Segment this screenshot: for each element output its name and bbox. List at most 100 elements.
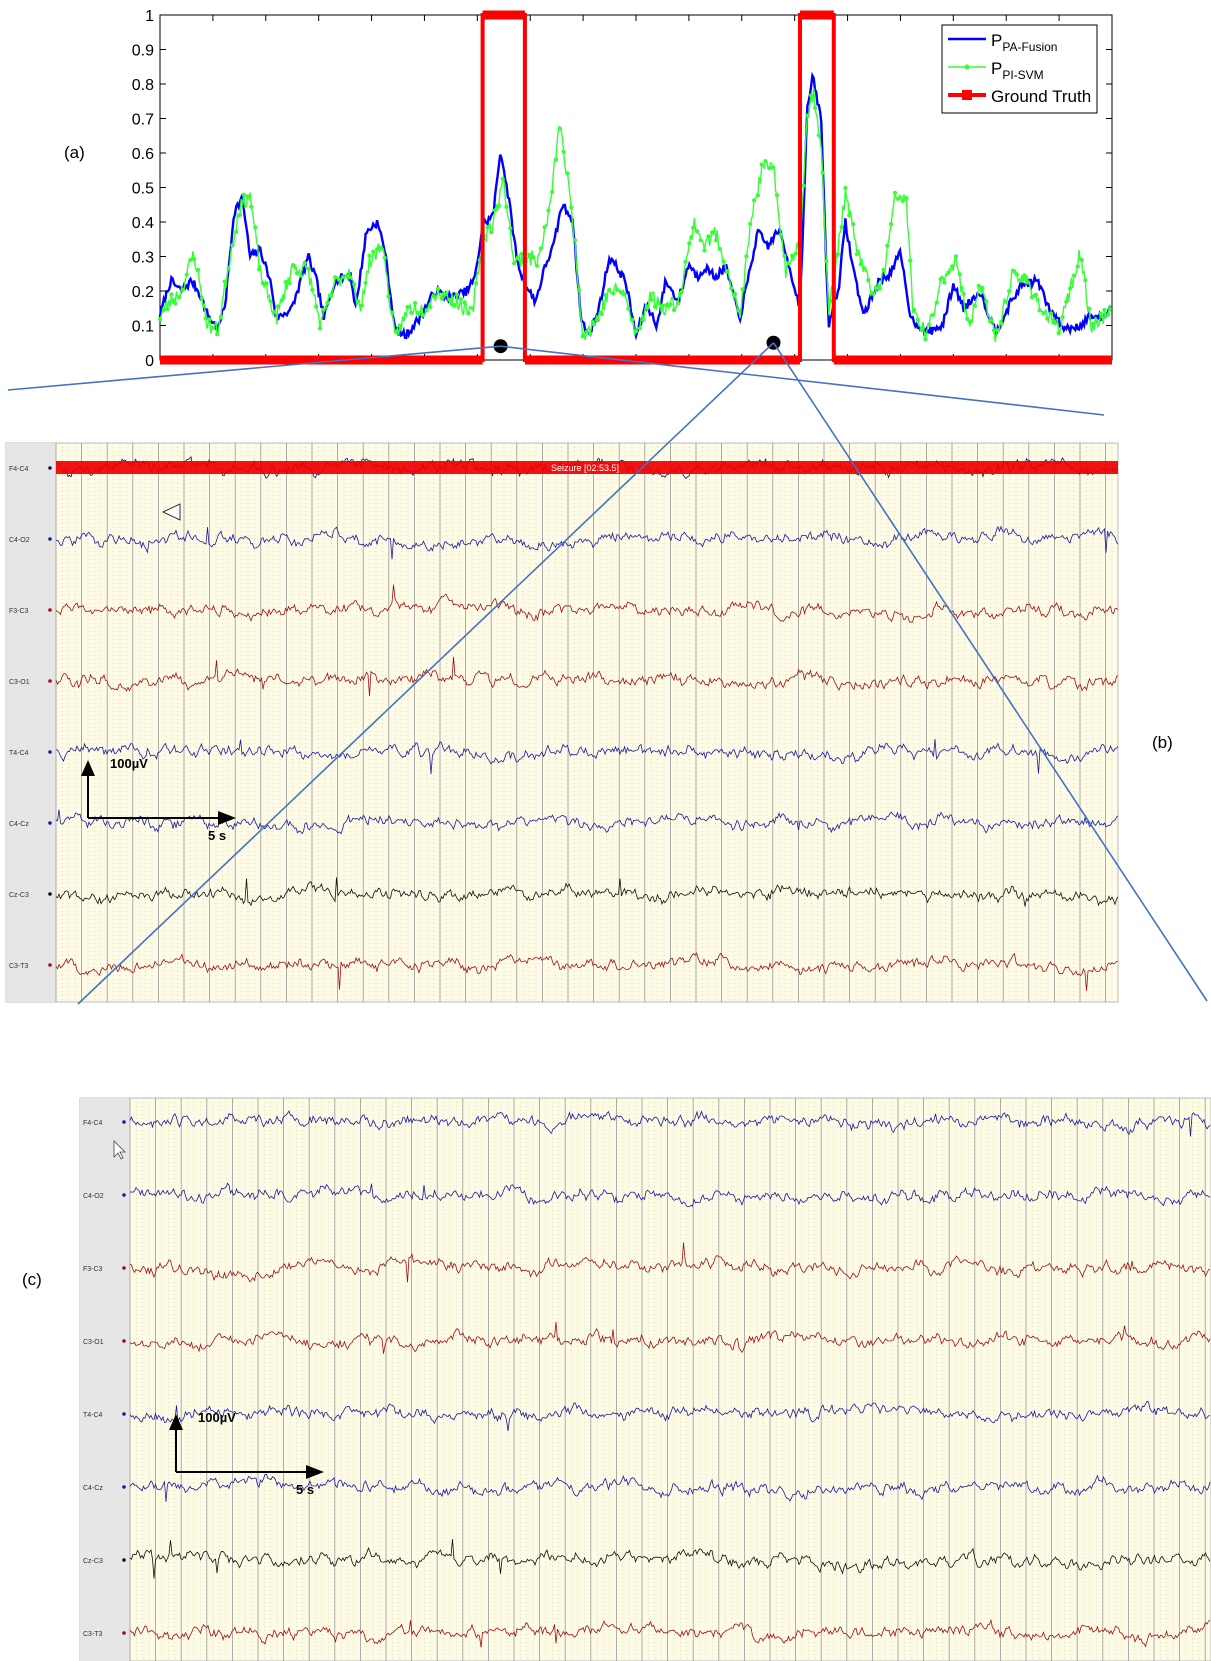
series-point (203, 316, 208, 321)
series-point (637, 326, 642, 331)
series-point (812, 105, 818, 110)
series-point (965, 316, 970, 321)
series-point (588, 331, 593, 336)
series-point (260, 281, 265, 286)
zoom-connector-line (7, 345, 501, 391)
series-point (668, 302, 673, 307)
series-point (173, 301, 178, 306)
series-point (424, 308, 429, 313)
panel-label-c: (c) (22, 1270, 42, 1289)
series-point (702, 248, 707, 253)
seizure-annotation: Seizure [02:53.5] (551, 463, 619, 473)
series-point (386, 294, 391, 299)
series-point (184, 272, 189, 277)
channel-label: C3-T3 (9, 963, 29, 970)
series-point (904, 196, 909, 201)
series-point (805, 113, 810, 118)
series-point (493, 208, 498, 213)
series-point (630, 317, 635, 322)
y-tick-label: 0.2 (132, 284, 154, 301)
series-point (645, 306, 650, 311)
series-point (656, 300, 661, 306)
scale-bar: 100µV 5 s (81, 756, 236, 843)
series-point (972, 303, 978, 308)
series-point (614, 287, 620, 292)
series-point (839, 224, 844, 230)
eeg-trace (55, 656, 1119, 697)
series-point (858, 262, 863, 267)
series-point (1098, 311, 1103, 316)
legend-label: Ground Truth (991, 87, 1091, 106)
series-point (889, 221, 894, 227)
channel-label: C3-T3 (83, 1631, 103, 1638)
series-point (474, 281, 479, 286)
panel-label-b: (b) (1152, 733, 1173, 752)
series-point (1068, 286, 1073, 291)
y-tick-label: 0 (145, 353, 154, 370)
series-point (1075, 264, 1080, 269)
series-point (527, 252, 532, 257)
series-point (375, 247, 380, 252)
series-point (169, 292, 174, 297)
series-point (291, 263, 296, 268)
series-point (333, 275, 338, 280)
series-point (687, 241, 692, 246)
series-point (458, 297, 463, 302)
series-point (420, 313, 425, 318)
series-point (511, 261, 517, 266)
series-point (759, 162, 764, 167)
cursor-pointer-icon (161, 503, 181, 521)
series-point (302, 260, 307, 265)
amplitude-label: 100µV (198, 1410, 236, 1425)
series-point (348, 275, 353, 280)
series-point (1060, 315, 1065, 320)
series-point (915, 317, 920, 322)
channel-label: C4-O2 (9, 537, 30, 544)
channel-label: C4-O2 (83, 1193, 104, 1200)
panel-label-a: (a) (64, 143, 85, 162)
series-point (748, 221, 753, 226)
series-point (672, 307, 677, 313)
series-ground-truth (160, 10, 1112, 365)
series-point (378, 245, 383, 250)
series-point (542, 225, 547, 230)
series-point (843, 185, 848, 191)
series-point (946, 270, 951, 275)
series-point (180, 287, 185, 292)
channel-dot (48, 963, 52, 967)
series-point (230, 243, 235, 248)
series-point (1022, 273, 1027, 278)
series-point (283, 279, 288, 285)
series-point (649, 297, 654, 302)
amplitude-arrowhead (169, 1414, 183, 1430)
channel-dot (48, 537, 52, 541)
series-point (234, 229, 239, 234)
series-point (496, 203, 501, 208)
y-tick-label: 0.1 (132, 319, 154, 336)
series-point (877, 286, 882, 291)
series-point (710, 230, 715, 235)
series-point (938, 276, 943, 282)
series-point (363, 280, 368, 285)
legend-swatch-point (964, 64, 970, 70)
series-point (885, 243, 890, 248)
series-point (1010, 268, 1016, 273)
series-point (1049, 311, 1054, 316)
series-point (934, 300, 939, 305)
series-point (226, 266, 231, 271)
series-point (275, 304, 281, 309)
series-point (820, 170, 825, 175)
series-point (664, 303, 669, 308)
time-arrowhead (218, 811, 236, 825)
series-point (900, 198, 905, 203)
series-point (824, 259, 829, 264)
series-point (336, 277, 342, 282)
series-point (717, 246, 722, 251)
series-point (394, 329, 399, 334)
channel-dot (122, 1339, 126, 1343)
series-point (489, 230, 494, 235)
y-tick-label: 0.3 (132, 250, 154, 267)
series-point (192, 257, 197, 262)
series-point (1087, 306, 1092, 311)
series-point (847, 213, 852, 218)
